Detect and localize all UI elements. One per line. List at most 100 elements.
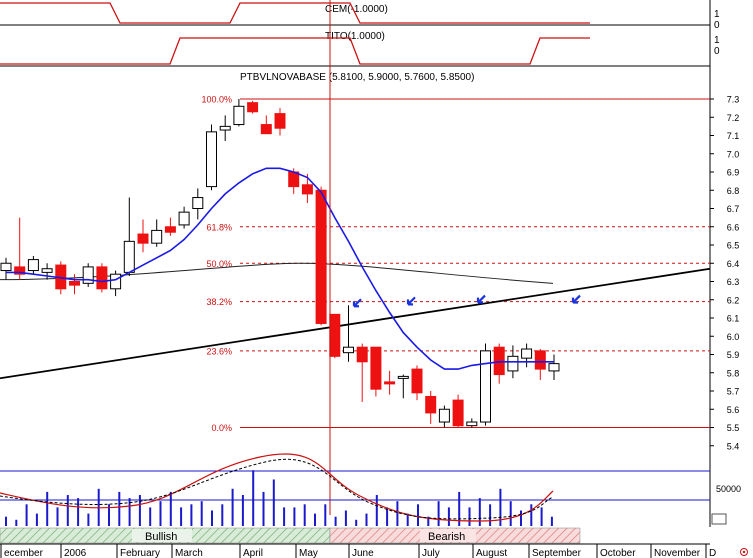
month-label: D xyxy=(709,548,716,558)
price-tick-label: 5.8 xyxy=(727,368,740,378)
candlestick xyxy=(301,173,313,204)
candlestick xyxy=(178,206,190,229)
candle-body xyxy=(247,102,259,113)
volume-bar xyxy=(221,504,224,526)
candlestick xyxy=(260,115,272,135)
trend-band: Bullish Bearish xyxy=(0,527,581,544)
bullish-label-bg xyxy=(132,529,192,542)
candlestick xyxy=(438,405,450,428)
volume-panel: 50000 xyxy=(0,440,741,527)
month-axis: ecember 2006 February March April May June July… xyxy=(0,543,716,558)
candle-body xyxy=(274,113,286,129)
signal-arrow xyxy=(476,294,486,304)
candle-body xyxy=(397,375,409,379)
candlesticks xyxy=(0,99,560,428)
candle-body xyxy=(411,368,423,394)
candle-body xyxy=(137,233,149,244)
volume-bar xyxy=(344,510,347,526)
price-tick-label: 7.3 xyxy=(727,95,740,105)
price-tick-label: 5.4 xyxy=(727,441,740,451)
candle-body xyxy=(151,229,163,244)
cem-panel: CEM(-1.0000) 1 0 xyxy=(0,0,720,66)
candle-body xyxy=(507,355,519,372)
volume-bar xyxy=(293,507,296,526)
volume-bar xyxy=(5,516,7,526)
candle-body xyxy=(438,408,450,423)
volume-bar xyxy=(77,498,80,526)
candle-body xyxy=(41,268,53,273)
price-tick-label: 6.2 xyxy=(727,295,740,305)
candlestick xyxy=(466,418,478,428)
volume-bar xyxy=(520,510,522,526)
month-label: May xyxy=(299,548,318,558)
volume-bar xyxy=(355,519,358,526)
volume-bar xyxy=(478,498,481,526)
volume-bar xyxy=(530,504,533,526)
fibonacci-label: 100.0% xyxy=(201,95,232,105)
signal-arrow xyxy=(571,294,581,304)
candlestick xyxy=(411,365,423,401)
fibonacci-label: 0.0% xyxy=(211,423,232,433)
price-tick-label: 6.3 xyxy=(727,277,740,287)
candlestick xyxy=(41,263,53,280)
candlestick xyxy=(151,219,163,247)
volume-bar xyxy=(262,491,265,526)
candle-body xyxy=(164,226,176,233)
fibonacci-label: 50.0% xyxy=(206,259,232,269)
volume-bar xyxy=(108,504,110,526)
candle-body xyxy=(69,281,80,286)
price-tick-label: 5.5 xyxy=(727,423,740,433)
candle-body xyxy=(96,266,108,290)
price-tick-label: 6.4 xyxy=(727,259,740,269)
candlestick xyxy=(521,343,533,368)
volume-bar xyxy=(458,491,461,526)
candle-body xyxy=(548,363,560,372)
candlestick xyxy=(14,217,26,280)
candle-body xyxy=(219,125,231,131)
tito-panel: TITO(1.0000) 1 0 xyxy=(0,31,720,67)
candle-body xyxy=(356,346,368,363)
candle-body xyxy=(534,350,546,370)
month-label: September xyxy=(532,548,582,558)
settings-icon[interactable] xyxy=(740,548,748,556)
candle-body xyxy=(123,240,135,273)
cem-line xyxy=(0,2,590,24)
candlestick xyxy=(425,391,437,424)
candlestick xyxy=(534,349,546,381)
volume-bar xyxy=(35,513,38,526)
candle-body xyxy=(370,346,382,390)
candlestick xyxy=(82,263,94,287)
volume-bar xyxy=(427,516,430,526)
fibonacci-label: 61.8% xyxy=(206,222,232,232)
price-tick-label: 6.5 xyxy=(727,241,740,251)
candlestick xyxy=(96,263,108,293)
volume-bar xyxy=(190,504,193,526)
volume-bar xyxy=(447,507,450,526)
candle-body xyxy=(178,211,190,226)
rising-trendline xyxy=(0,267,711,380)
bearish-label: Bearish xyxy=(428,531,465,543)
tito-axis-one: 1 xyxy=(714,35,720,46)
price-tick-label: 5.9 xyxy=(727,350,740,360)
candle-body xyxy=(27,259,39,272)
candlestick xyxy=(480,343,491,426)
candle-body xyxy=(315,189,327,324)
volume-bar xyxy=(540,507,543,526)
volume-bar xyxy=(396,501,399,526)
volume-bar xyxy=(509,501,512,526)
price-tick-label: 5.6 xyxy=(727,405,740,415)
volume-bar xyxy=(314,513,316,526)
month-label: February xyxy=(120,548,160,558)
candlestick xyxy=(548,354,560,381)
candlestick xyxy=(27,255,39,275)
price-tick-label: 5.7 xyxy=(727,387,740,397)
volume-bar xyxy=(272,479,275,526)
candle-body xyxy=(14,266,26,275)
candlestick xyxy=(452,394,464,428)
candlestick xyxy=(356,343,368,402)
candle-body xyxy=(0,262,12,272)
month-label: ecember xyxy=(4,548,44,558)
price-panel-title: PTBVLNOVABASE (5.8100, 5.9000, 5.7600, 5… xyxy=(240,72,474,83)
